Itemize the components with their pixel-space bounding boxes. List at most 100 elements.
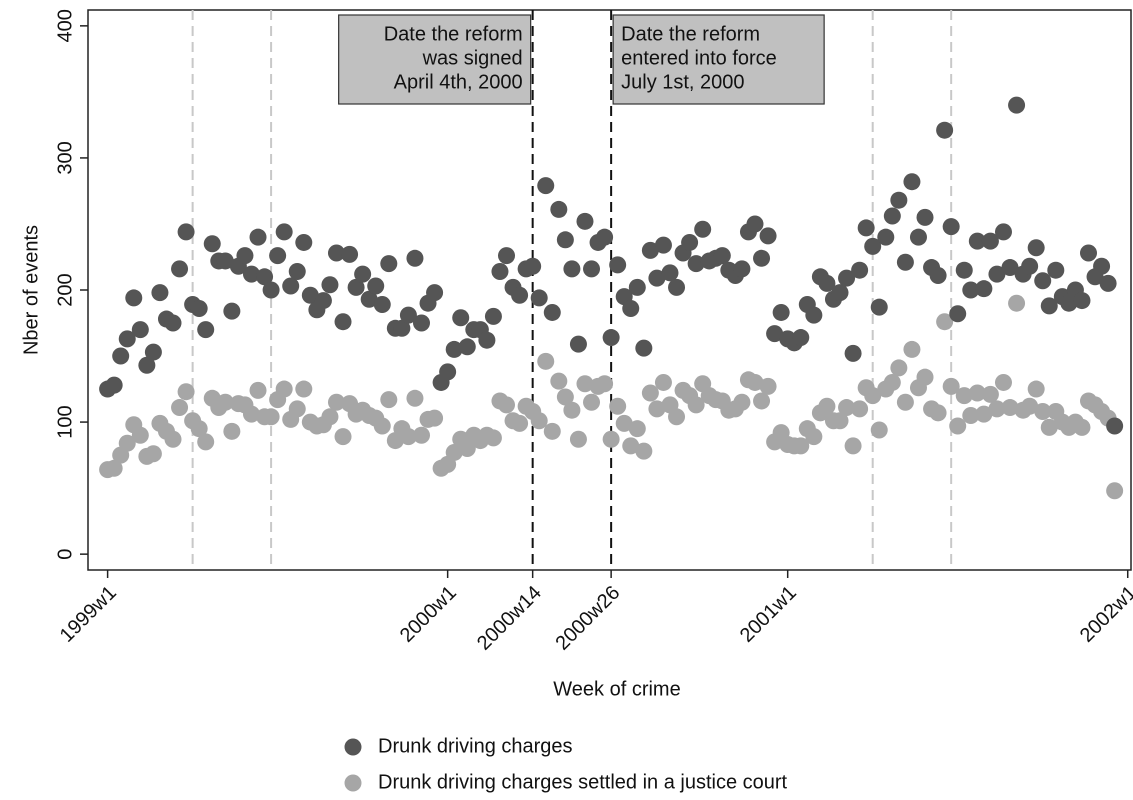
data-point [256,268,274,286]
data-point [347,278,365,296]
data-point [445,443,463,461]
data-point [177,223,195,241]
legend-marker [344,774,362,792]
data-point [242,265,260,283]
data-point [955,261,973,279]
data-point [288,263,306,281]
data-point [1001,259,1019,277]
data-point [373,417,391,435]
data-point [864,237,882,255]
data-point [635,339,653,357]
data-point [929,266,947,284]
data-point [936,313,954,331]
data-point [262,408,280,426]
data-point [203,235,221,253]
annotation-text: Date the reform [621,23,760,45]
data-point [537,177,555,195]
x-tick-label: 1999w1 [56,582,121,647]
data-point [190,420,208,438]
data-point [962,406,980,424]
data-point [550,372,568,390]
data-point [759,227,777,245]
data-point [622,299,640,317]
data-point [949,417,967,435]
data-point [569,430,587,448]
data-point [1027,380,1045,398]
data-point [216,393,234,411]
data-point [556,231,574,249]
data-point [452,309,470,327]
data-point [380,255,398,273]
data-point [759,377,777,395]
data-point [262,281,280,299]
data-point [537,352,555,370]
data-point [994,223,1012,241]
data-point [1001,399,1019,417]
data-point [341,245,359,263]
data-point [275,380,293,398]
data-point [321,276,339,294]
data-point [844,344,862,362]
data-point [648,400,666,418]
data-point [968,384,986,402]
annotation-box [612,14,825,105]
data-point [994,373,1012,391]
data-point [654,236,672,254]
data-point [177,383,195,401]
data-point [498,396,516,414]
data-point [223,422,241,440]
data-point [236,247,254,265]
data-point [602,329,620,347]
data-point [216,252,234,270]
legend-marker [344,738,362,756]
data-point [543,422,561,440]
data-point [1027,239,1045,257]
data-point [851,261,869,279]
data-point [602,430,620,448]
data-point [962,281,980,299]
data-point [511,286,529,304]
data-point [746,373,764,391]
data-point [511,414,529,432]
data-point [615,414,633,432]
data-point [733,393,751,411]
data-point [354,265,372,283]
data-point [412,314,430,332]
data-point [314,292,332,310]
data-point [654,373,672,391]
data-point [694,220,712,238]
data-point [596,375,614,393]
data-point [458,338,476,356]
data-point [197,433,215,451]
data-point [1106,417,1124,435]
data-point [1060,294,1078,312]
data-point [870,298,888,316]
data-point [936,121,954,139]
data-point [295,233,313,251]
data-point [622,437,640,455]
data-point [975,405,993,423]
data-point [144,343,162,361]
data-point [1021,257,1039,275]
data-point [1034,403,1052,421]
data-point [818,397,836,415]
data-point [903,340,921,358]
data-point [772,303,790,321]
annotation-text: entered into force [621,47,777,69]
y-axis-title: Nber of events [20,225,42,355]
data-point [112,347,130,365]
data-point [641,241,659,259]
data-point [877,228,895,246]
data-point [1034,272,1052,290]
legend-label: Drunk driving charges settled in a justi… [378,771,788,793]
data-point [648,269,666,287]
data-point [864,387,882,405]
y-tick-label: 200 [54,273,76,306]
x-tick-label: 2000w1 [396,582,461,647]
annotation-box [338,14,532,105]
data-point [223,302,241,320]
data-point [491,263,509,281]
data-point [916,208,934,226]
data-point [118,434,136,452]
data-point [556,388,574,406]
